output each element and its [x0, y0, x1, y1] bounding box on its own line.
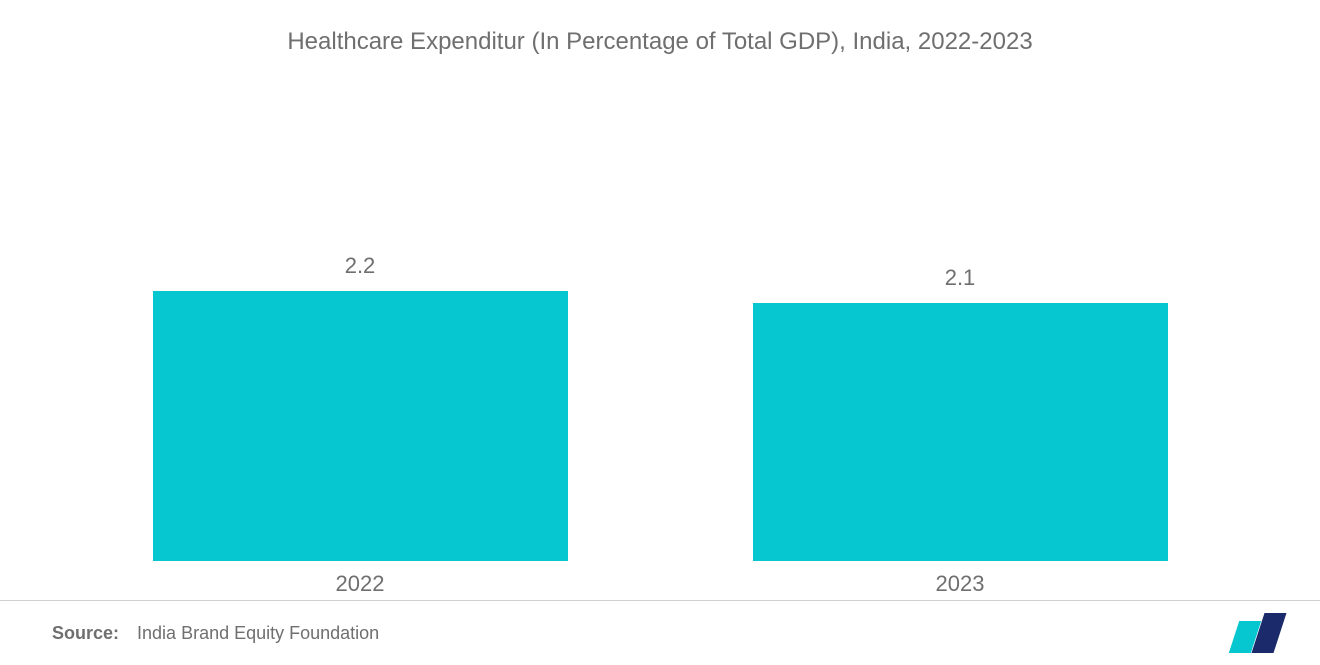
chart-plot: 2.2 2.1: [0, 266, 1320, 561]
x-axis-labels: 2022 2023: [0, 571, 1320, 597]
x-axis-category-label: 2022: [153, 571, 568, 597]
bar-value-label: 2.2: [345, 253, 376, 291]
bar: [153, 291, 568, 561]
chart-footer: Source: India Brand Equity Foundation: [0, 600, 1320, 665]
source-text: India Brand Equity Foundation: [137, 623, 379, 644]
chart-title: Healthcare Expenditur (In Percentage of …: [0, 0, 1320, 56]
x-axis-category-label: 2023: [753, 571, 1168, 597]
bar-group: 2.1: [753, 303, 1168, 561]
bar: [753, 303, 1168, 561]
brand-logo: [1234, 613, 1280, 653]
bar-value-label: 2.1: [945, 265, 976, 303]
source-citation: Source: India Brand Equity Foundation: [52, 623, 379, 644]
bar-group: 2.2: [153, 291, 568, 561]
logo-bar-icon: [1252, 613, 1287, 653]
source-label: Source:: [52, 623, 119, 644]
